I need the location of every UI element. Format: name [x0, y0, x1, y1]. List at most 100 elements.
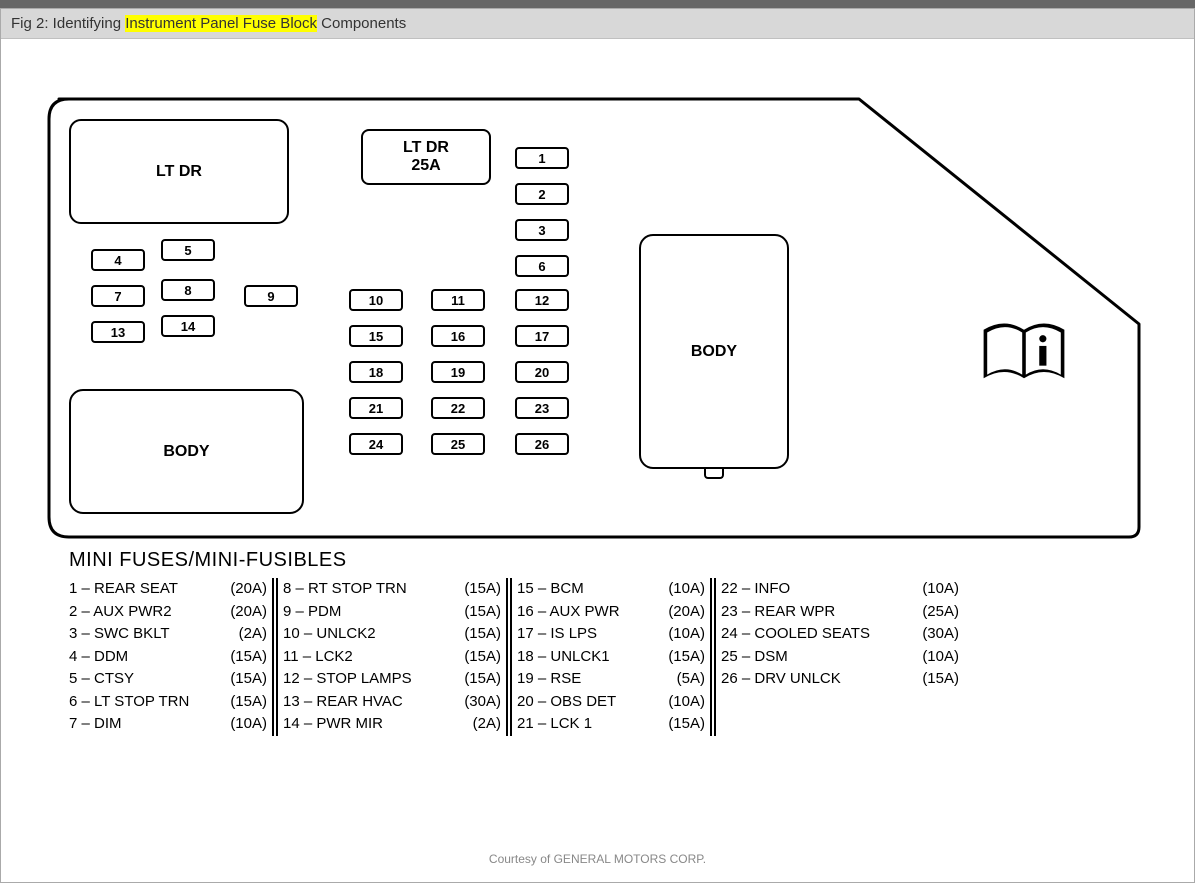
legend-row: 16 – AUX PWR(20A) — [517, 601, 705, 624]
caption-highlight: Instrument Panel Fuse Block — [125, 15, 317, 32]
legend-row: 10 – UNLCK2(15A) — [283, 623, 501, 646]
legend-item-amp: (15A) — [657, 713, 705, 736]
fuse-slot-18: 18 — [349, 361, 403, 383]
page: Fig 2: Identifying Instrument Panel Fuse… — [0, 8, 1195, 883]
legend-item-label: 19 – RSE — [517, 668, 657, 691]
fuse-num: 20 — [535, 365, 549, 380]
legend-separator — [501, 578, 517, 736]
fuse-slot-10: 10 — [349, 289, 403, 311]
legend-row: 12 – STOP LAMPS(15A) — [283, 668, 501, 691]
legend-item-amp: (5A) — [657, 668, 705, 691]
fuse-num: 15 — [369, 329, 383, 344]
fuse-num: 23 — [535, 401, 549, 416]
legend-item-label: 9 – PDM — [283, 601, 453, 624]
legend-item-label: 4 – DDM — [69, 646, 219, 669]
legend-row: 2 – AUX PWR2(20A) — [69, 601, 267, 624]
legend-row: 21 – LCK 1(15A) — [517, 713, 705, 736]
fuse-num: 5 — [184, 243, 191, 258]
manual-book-icon — [979, 319, 1069, 389]
legend-item-label: 18 – UNLCK1 — [517, 646, 657, 669]
legend-row: 9 – PDM(15A) — [283, 601, 501, 624]
legend-row: 17 – IS LPS(10A) — [517, 623, 705, 646]
fuse-slot-1: 1 — [515, 147, 569, 169]
credit-text: Courtesy of GENERAL MOTORS CORP. — [1, 852, 1194, 866]
legend-row: 25 – DSM(10A) — [721, 646, 959, 669]
legend-item-label: 1 – REAR SEAT — [69, 578, 219, 601]
legend-item-amp: (10A) — [911, 578, 959, 601]
figure-caption-bar: Fig 2: Identifying Instrument Panel Fuse… — [1, 9, 1194, 39]
legend-item-label: 12 – STOP LAMPS — [283, 668, 453, 691]
body-block-left: BODY — [69, 389, 304, 514]
fuse-num: 22 — [451, 401, 465, 416]
legend-column: 1 – REAR SEAT(20A)2 – AUX PWR2(20A)3 – S… — [69, 578, 267, 736]
legend-item-amp: (2A) — [453, 713, 501, 736]
legend-item-label: 23 – REAR WPR — [721, 601, 911, 624]
fuse-num: 4 — [114, 253, 121, 268]
legend-item-label: 14 – PWR MIR — [283, 713, 453, 736]
legend-item-label: 2 – AUX PWR2 — [69, 601, 219, 624]
legend-row: 5 – CTSY(15A) — [69, 668, 267, 691]
fuse-slot-16: 16 — [431, 325, 485, 347]
fuse-num: 11 — [451, 293, 465, 308]
legend-row: 23 – REAR WPR(25A) — [721, 601, 959, 624]
lt-dr-25a-block: LT DR 25A — [361, 129, 491, 185]
fuse-num: 6 — [538, 259, 545, 274]
legend-grid: 1 – REAR SEAT(20A)2 – AUX PWR2(20A)3 – S… — [69, 578, 1129, 736]
legend-row: 6 – LT STOP TRN(15A) — [69, 691, 267, 714]
fuse-num: 8 — [184, 283, 191, 298]
legend-item-amp: (10A) — [657, 623, 705, 646]
fuse-num: 18 — [369, 365, 383, 380]
legend-item-label: 6 – LT STOP TRN — [69, 691, 219, 714]
fuse-num: 17 — [535, 329, 549, 344]
fuse-slot-9: 9 — [244, 285, 298, 307]
legend-item-amp: (10A) — [911, 646, 959, 669]
lt-dr-25a-l2: 25A — [403, 157, 449, 175]
fuse-num: 14 — [181, 319, 195, 334]
lt-dr-block: LT DR — [69, 119, 289, 224]
fuse-slot-6: 6 — [515, 255, 569, 277]
legend-title: MINI FUSES/MINI-FUSIBLES — [69, 549, 1129, 572]
fuse-slot-5: 5 — [161, 239, 215, 261]
fuse-num: 10 — [369, 293, 383, 308]
legend-item-label: 26 – DRV UNLCK — [721, 668, 911, 691]
legend-row: 20 – OBS DET(10A) — [517, 691, 705, 714]
body-label-right: BODY — [691, 343, 737, 361]
legend-item-amp: (10A) — [219, 713, 267, 736]
fuse-slot-15: 15 — [349, 325, 403, 347]
legend-row: 7 – DIM(10A) — [69, 713, 267, 736]
caption-suffix: Components — [317, 15, 406, 32]
legend-item-amp: (15A) — [453, 623, 501, 646]
legend-item-label: 13 – REAR HVAC — [283, 691, 453, 714]
legend-item-amp: (10A) — [657, 691, 705, 714]
legend-item-amp: (15A) — [219, 668, 267, 691]
legend-item-label: 17 – IS LPS — [517, 623, 657, 646]
legend-item-label: 10 – UNLCK2 — [283, 623, 453, 646]
fuse-slot-12: 12 — [515, 289, 569, 311]
fuse-num: 26 — [535, 437, 549, 452]
legend-item-amp: (2A) — [219, 623, 267, 646]
fuse-num: 19 — [451, 365, 465, 380]
fuse-num: 7 — [114, 289, 121, 304]
fuse-slot-24: 24 — [349, 433, 403, 455]
fuse-slot-22: 22 — [431, 397, 485, 419]
legend-item-amp: (15A) — [453, 646, 501, 669]
figure-area: LT DR LT DR 25A 4 5 7 8 9 13 14 BODY — [1, 39, 1194, 880]
fuse-slot-13: 13 — [91, 321, 145, 343]
fuse-slot-21: 21 — [349, 397, 403, 419]
fuse-num: 9 — [267, 289, 274, 304]
fuse-legend: MINI FUSES/MINI-FUSIBLES 1 – REAR SEAT(2… — [69, 549, 1129, 736]
legend-column: 15 – BCM(10A)16 – AUX PWR(20A)17 – IS LP… — [517, 578, 705, 736]
legend-row: 4 – DDM(15A) — [69, 646, 267, 669]
legend-separator — [705, 578, 721, 736]
fuse-num: 24 — [369, 437, 383, 452]
fuse-slot-20: 20 — [515, 361, 569, 383]
fuse-num: 3 — [538, 223, 545, 238]
lt-dr-label: LT DR — [156, 163, 202, 181]
legend-item-amp: (15A) — [657, 646, 705, 669]
legend-column: 8 – RT STOP TRN(15A)9 – PDM(15A)10 – UNL… — [283, 578, 501, 736]
fuse-num: 25 — [451, 437, 465, 452]
legend-item-amp: (30A) — [453, 691, 501, 714]
legend-row: 24 – COOLED SEATS(30A) — [721, 623, 959, 646]
legend-item-amp: (15A) — [453, 601, 501, 624]
legend-item-amp: (15A) — [453, 578, 501, 601]
